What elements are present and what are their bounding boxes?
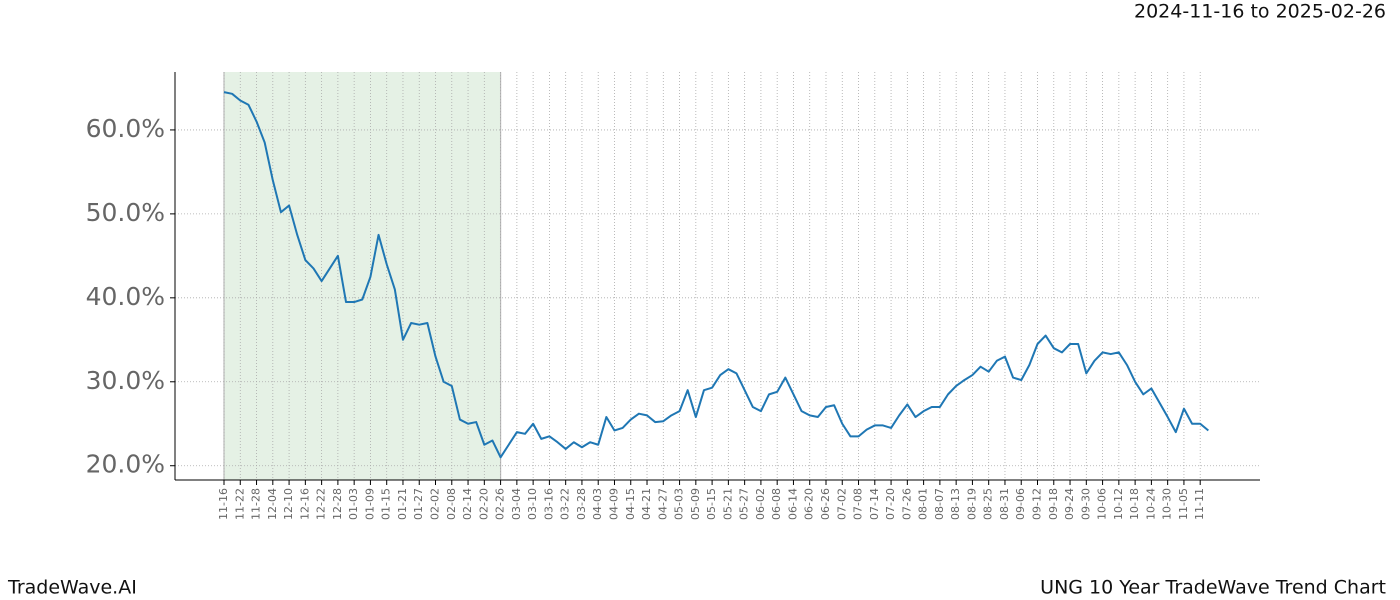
x-tick-label: 09-30 [1079, 488, 1092, 520]
x-tick-label: 06-02 [754, 488, 767, 520]
x-tick-label: 10-30 [1161, 488, 1174, 520]
x-tick-label: 04-15 [624, 488, 637, 520]
date-range: 2024-11-16 to 2025-02-26 [1134, 1, 1386, 23]
x-tick-label: 06-26 [819, 488, 832, 520]
x-tick-label: 07-20 [884, 488, 897, 520]
x-tick-label: 03-04 [510, 488, 523, 520]
x-tick-label: 09-18 [1047, 488, 1060, 520]
x-tick-label: 12-10 [282, 488, 295, 520]
x-tick-label: 12-16 [298, 488, 311, 520]
x-tick-label: 04-27 [656, 488, 669, 520]
x-tick-label: 11-11 [1193, 488, 1206, 520]
x-tick-label: 01-03 [347, 488, 360, 520]
x-tick-label: 08-07 [933, 488, 946, 520]
x-tick-label: 08-31 [998, 488, 1011, 520]
x-tick-label: 02-14 [461, 488, 474, 520]
y-tick-label: 30.0% [86, 366, 165, 395]
x-tick-label: 10-24 [1144, 488, 1157, 520]
x-tick-label: 06-14 [786, 488, 799, 520]
x-tick-label: 06-20 [803, 488, 816, 520]
x-tick-label: 11-05 [1177, 488, 1190, 520]
x-tick-label: 06-08 [770, 488, 783, 520]
x-tick-label: 05-03 [673, 488, 686, 520]
x-tick-label: 03-10 [526, 488, 539, 520]
x-tick-label: 04-21 [640, 488, 653, 520]
x-tick-label: 10-18 [1128, 488, 1141, 520]
x-tick-label: 11-28 [250, 488, 263, 520]
x-tick-label: 03-22 [559, 488, 572, 520]
x-tick-label: 04-09 [607, 488, 620, 520]
x-tick-label: 12-04 [266, 488, 279, 520]
x-tick-label: 04-03 [591, 488, 604, 520]
x-tick-label: 05-21 [721, 488, 734, 520]
y-tick-label: 50.0% [86, 198, 165, 227]
watermark: TradeWave.AI [7, 577, 137, 599]
x-tick-label: 02-08 [445, 488, 458, 520]
x-tick-label: 09-06 [1014, 488, 1027, 520]
x-tick-label: 02-26 [494, 488, 507, 520]
x-tick-label: 08-01 [917, 488, 930, 520]
y-tick-label: 20.0% [86, 450, 165, 479]
x-tick-label: 11-22 [233, 488, 246, 520]
x-tick-label: 11-16 [217, 488, 230, 520]
x-tick-label: 09-24 [1063, 488, 1076, 520]
x-tick-label: 12-28 [331, 488, 344, 520]
x-tick-label: 09-12 [1031, 488, 1044, 520]
x-tick-label: 08-25 [982, 488, 995, 520]
x-tick-label: 01-09 [363, 488, 376, 520]
x-tick-label: 01-27 [412, 488, 425, 520]
x-tick-label: 02-02 [429, 488, 442, 520]
x-tick-label: 08-19 [965, 488, 978, 520]
x-tick-label: 07-08 [852, 488, 865, 520]
x-tick-label: 10-06 [1096, 488, 1109, 520]
x-tick-label: 07-26 [900, 488, 913, 520]
x-tick-label: 03-16 [542, 488, 555, 520]
y-tick-label: 40.0% [86, 282, 165, 311]
x-tick-label: 01-15 [380, 488, 393, 520]
x-tick-label: 05-27 [738, 488, 751, 520]
x-tick-label: 07-02 [835, 488, 848, 520]
trend-line [223, 91, 1209, 459]
x-tick-label: 10-12 [1112, 488, 1125, 520]
x-tick-label: 08-13 [949, 488, 962, 520]
x-tick-label: 05-15 [705, 488, 718, 520]
x-tick-label: 03-28 [575, 488, 588, 520]
x-tick-label: 01-21 [396, 488, 409, 520]
x-tick-label: 05-09 [689, 488, 702, 520]
y-tick-label: 60.0% [86, 114, 165, 143]
x-tick-label: 12-22 [315, 488, 328, 520]
chart-title: UNG 10 Year TradeWave Trend Chart [1040, 577, 1386, 599]
x-tick-label: 02-20 [477, 488, 490, 520]
x-tick-label: 07-14 [868, 488, 881, 520]
highlight-band [224, 72, 501, 480]
